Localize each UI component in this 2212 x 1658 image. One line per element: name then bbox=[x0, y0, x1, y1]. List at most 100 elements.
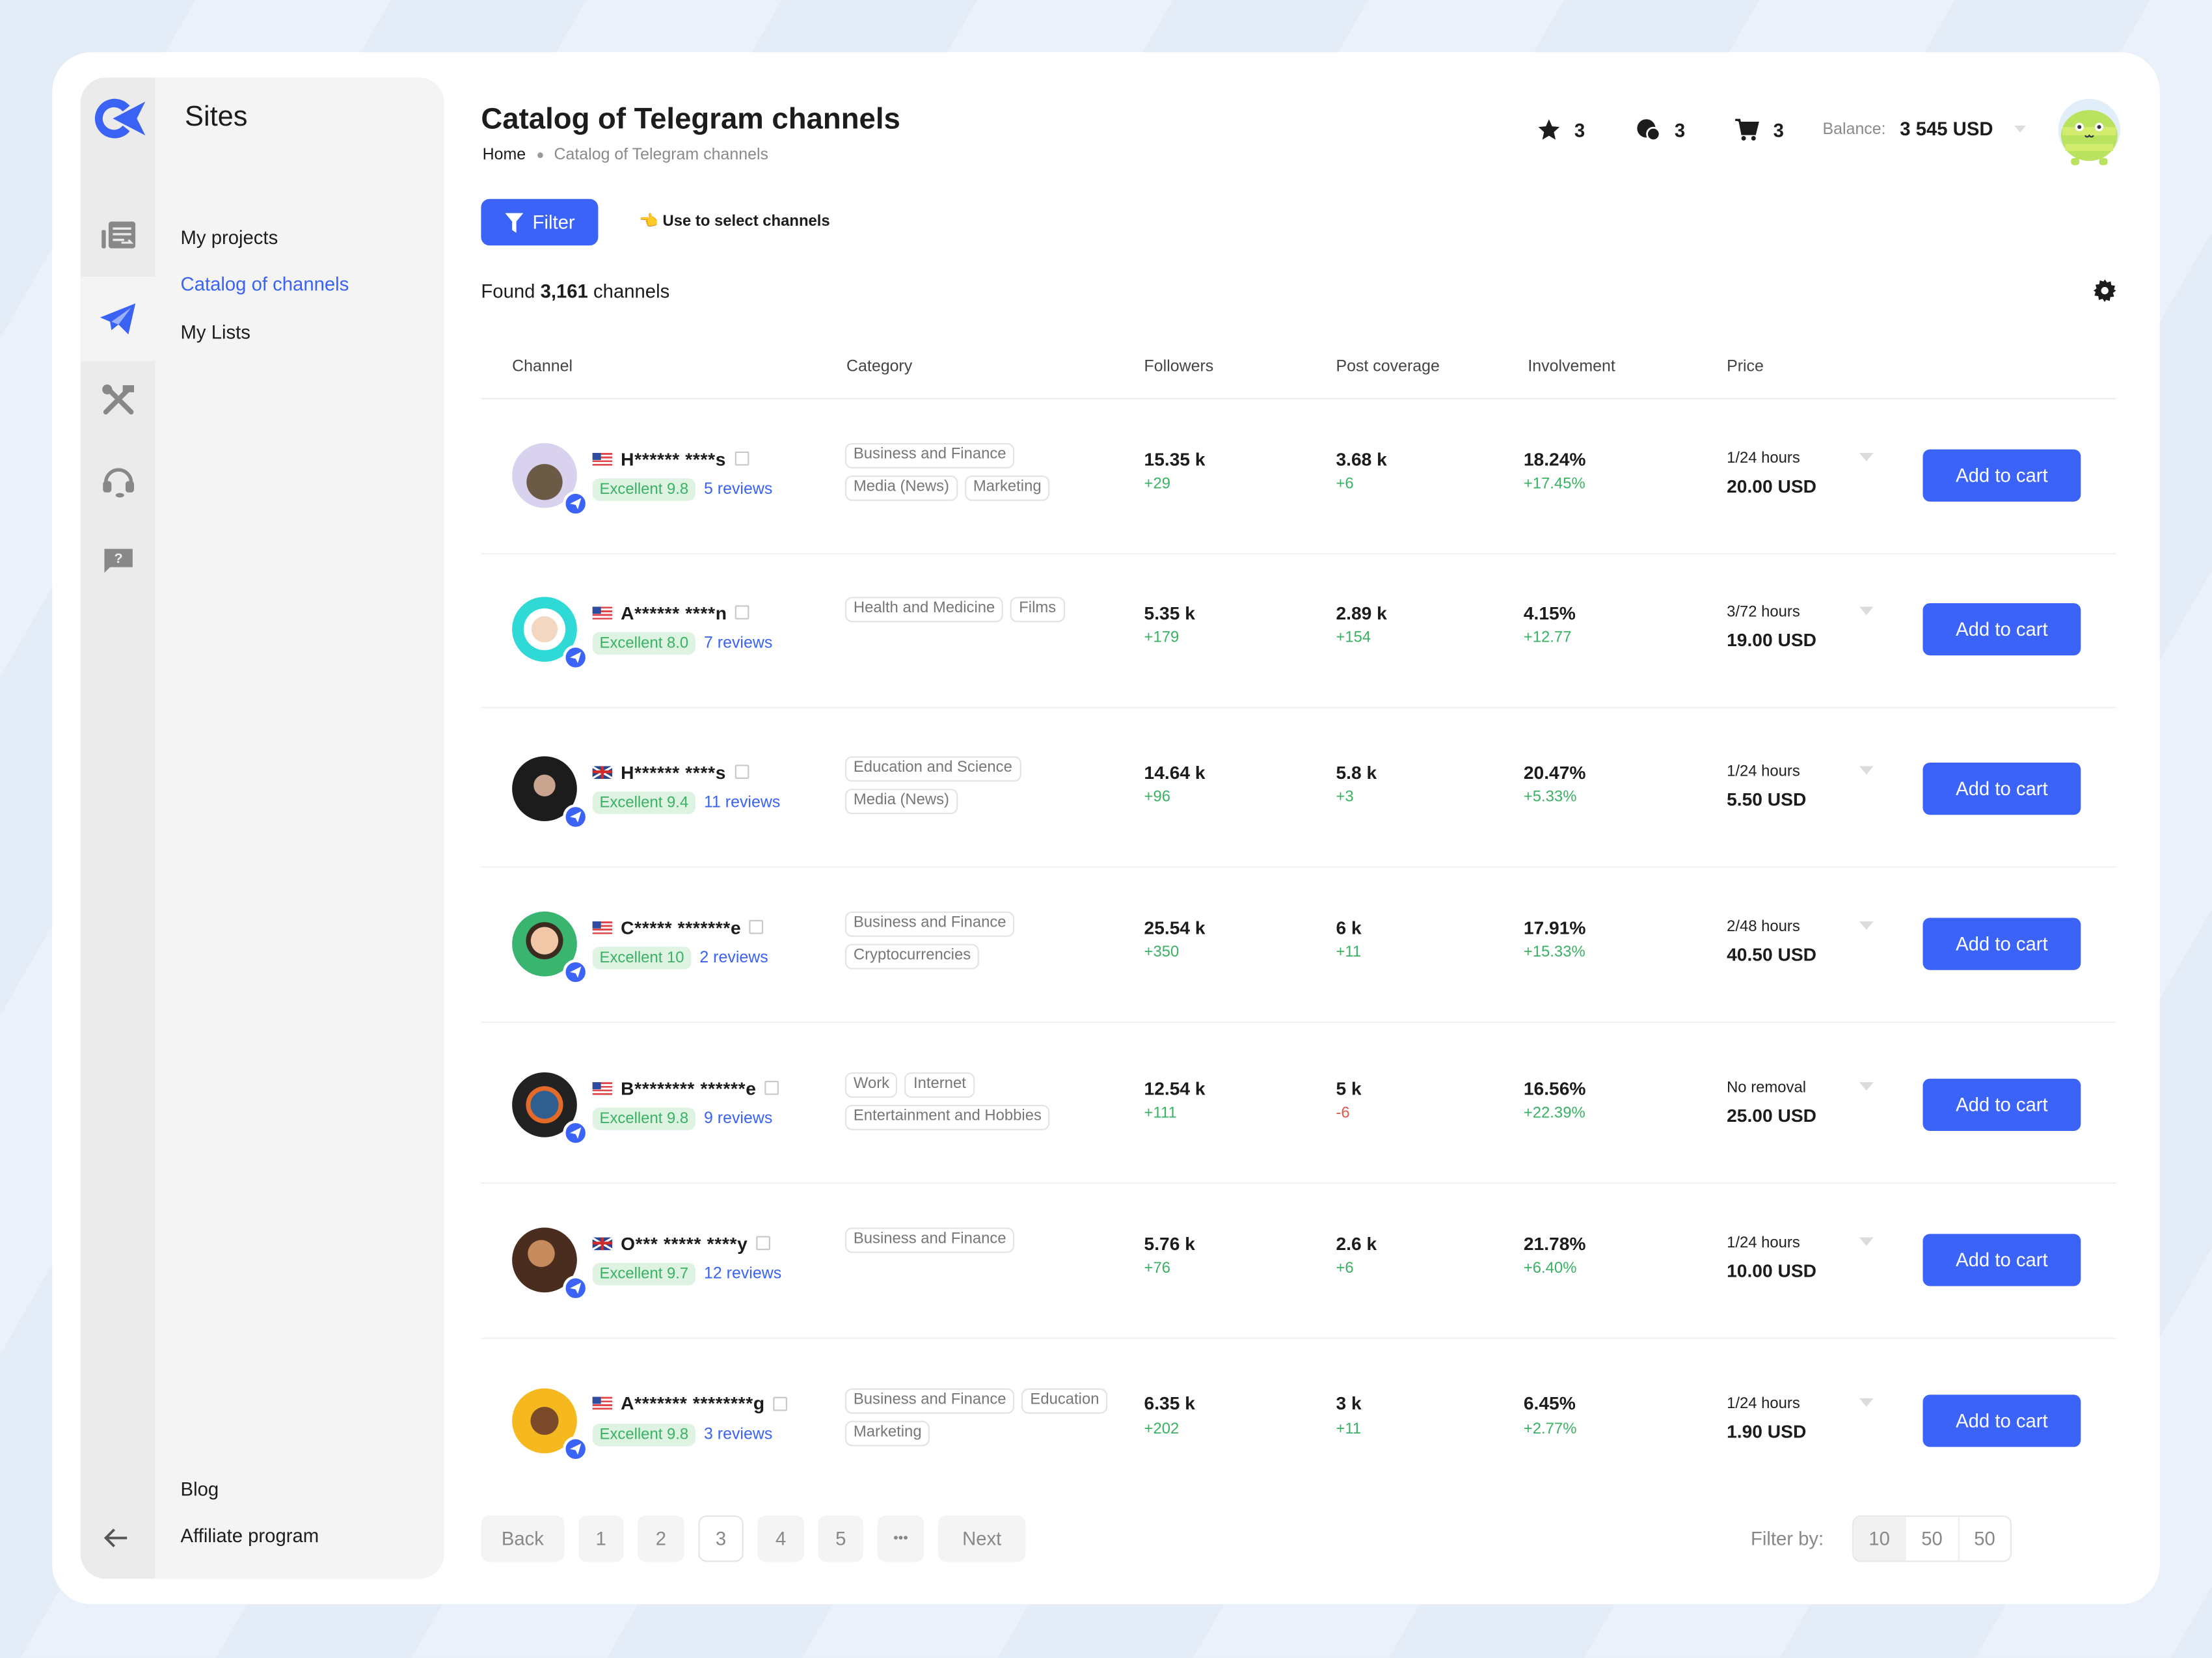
pagination-back[interactable]: Back bbox=[481, 1515, 565, 1562]
channel-name[interactable]: A****** ****n bbox=[621, 601, 727, 623]
pagination-next[interactable]: Next bbox=[937, 1515, 1026, 1562]
category-tag[interactable]: Media (News) bbox=[844, 475, 958, 501]
user-avatar[interactable] bbox=[2053, 96, 2126, 169]
add-to-cart-button[interactable]: Add to cart bbox=[1922, 1078, 2081, 1131]
category-list: Health and Medicine Films bbox=[844, 597, 1113, 662]
price-value: 25.00 USD bbox=[1727, 1104, 1816, 1126]
add-to-cart-button[interactable]: Add to cart bbox=[1922, 1394, 2081, 1447]
projects-icon[interactable] bbox=[81, 208, 155, 264]
reviews-link[interactable]: 11 reviews bbox=[703, 794, 781, 811]
filter-button[interactable]: Filter bbox=[481, 198, 599, 246]
nav-catalog-of-channels[interactable]: Catalog of channels bbox=[180, 273, 349, 295]
followers-value: 5.35 k bbox=[1144, 601, 1195, 623]
reviews-link[interactable]: 3 reviews bbox=[703, 1426, 773, 1443]
column-header-price[interactable]: Price bbox=[1727, 358, 1764, 375]
category-tag[interactable]: Marketing bbox=[844, 1420, 930, 1446]
pagination-page-2[interactable]: 2 bbox=[638, 1515, 684, 1562]
pagination-ellipsis[interactable]: ••• bbox=[877, 1515, 924, 1562]
price-select[interactable]: 1/24 hours 20.00 USD bbox=[1727, 444, 1882, 506]
channel-name[interactable]: A******* ********g bbox=[621, 1393, 765, 1414]
pagination-page-5[interactable]: 5 bbox=[818, 1515, 864, 1562]
category-tag[interactable]: Marketing bbox=[964, 475, 1050, 501]
category-tag[interactable]: Business and Finance bbox=[844, 1227, 1015, 1253]
column-header-channel[interactable]: Channel bbox=[512, 358, 573, 375]
nav-my-projects[interactable]: My projects bbox=[180, 227, 278, 249]
cart-counter[interactable]: 3 bbox=[1735, 118, 1784, 141]
category-tag[interactable]: Business and Finance bbox=[844, 911, 1015, 937]
nav-affiliate-program[interactable]: Affiliate program bbox=[180, 1525, 319, 1547]
external-link-icon[interactable] bbox=[773, 1396, 788, 1411]
column-header-post-coverage[interactable]: Post coverage bbox=[1336, 358, 1440, 375]
column-header-category[interactable]: Category bbox=[846, 358, 913, 375]
pagination-page-4[interactable]: 4 bbox=[757, 1515, 804, 1562]
add-to-cart-button[interactable]: Add to cart bbox=[1922, 763, 2081, 815]
reviews-link[interactable]: 5 reviews bbox=[703, 481, 773, 498]
gear-icon[interactable] bbox=[2093, 279, 2116, 309]
chevron-down-icon bbox=[1859, 921, 1874, 930]
nav-my-lists[interactable]: My Lists bbox=[180, 321, 250, 343]
tools-icon[interactable] bbox=[81, 371, 155, 428]
price-select[interactable]: 2/48 hours 40.50 USD bbox=[1727, 913, 1882, 975]
category-tag[interactable]: Education and Science bbox=[844, 756, 1021, 782]
collapse-arrow-icon[interactable] bbox=[101, 1524, 129, 1559]
category-tag[interactable]: Health and Medicine bbox=[844, 597, 1004, 623]
category-tag[interactable]: Education bbox=[1021, 1387, 1108, 1413]
category-tag[interactable]: Work bbox=[844, 1072, 898, 1098]
category-tag[interactable]: Internet bbox=[904, 1072, 975, 1098]
header-divider bbox=[481, 398, 2116, 400]
help-chat-icon[interactable]: ? bbox=[81, 532, 155, 588]
add-to-cart-button[interactable]: Add to cart bbox=[1922, 603, 2081, 656]
category-tag[interactable]: Business and Finance bbox=[844, 442, 1015, 469]
found-prefix: Found bbox=[481, 280, 535, 303]
pagination-page-1[interactable]: 1 bbox=[578, 1515, 624, 1562]
price-select[interactable]: 1/24 hours 10.00 USD bbox=[1727, 1229, 1882, 1291]
favorites-counter[interactable]: 3 bbox=[1538, 118, 1585, 141]
channel-name[interactable]: B******** ******e bbox=[621, 1077, 757, 1099]
reviews-link[interactable]: 7 reviews bbox=[703, 634, 773, 652]
rating-badge: Excellent 9.4 bbox=[592, 791, 695, 815]
us-flag-icon bbox=[592, 1396, 613, 1410]
add-to-cart-button[interactable]: Add to cart bbox=[1922, 1234, 2081, 1286]
price-select[interactable]: 1/24 hours 5.50 USD bbox=[1727, 757, 1882, 819]
category-tag[interactable]: Films bbox=[1010, 597, 1065, 623]
channel-name[interactable]: H****** ****s bbox=[621, 448, 727, 469]
coverage-cell: 6 k +11 bbox=[1336, 913, 1361, 975]
external-link-icon[interactable] bbox=[735, 451, 749, 466]
breadcrumb-home[interactable]: Home bbox=[482, 146, 526, 164]
price-select[interactable]: No removal 25.00 USD bbox=[1727, 1074, 1882, 1135]
logo-icon[interactable] bbox=[93, 96, 146, 148]
page-size-option[interactable]: 10 bbox=[1854, 1516, 1906, 1561]
messages-counter[interactable]: 3 bbox=[1636, 118, 1685, 141]
page-size-option[interactable]: 50 bbox=[1905, 1516, 1958, 1561]
reviews-link[interactable]: 12 reviews bbox=[703, 1266, 782, 1283]
category-tag[interactable]: Media (News) bbox=[844, 789, 958, 815]
add-to-cart-button[interactable]: Add to cart bbox=[1922, 917, 2081, 970]
involvement-delta: +22.39% bbox=[1523, 1104, 1585, 1122]
add-to-cart-button[interactable]: Add to cart bbox=[1922, 449, 2081, 502]
telegram-icon[interactable] bbox=[80, 277, 155, 362]
channel-name[interactable]: O*** ***** ****y bbox=[621, 1232, 748, 1254]
pagination-page-3[interactable]: 3 bbox=[698, 1515, 744, 1562]
telegram-badge-icon bbox=[563, 804, 589, 830]
external-link-icon[interactable] bbox=[764, 1080, 779, 1095]
category-tag[interactable]: Cryptocurrencies bbox=[844, 944, 980, 970]
category-tag[interactable]: Business and Finance bbox=[844, 1387, 1015, 1413]
column-header-followers[interactable]: Followers bbox=[1144, 358, 1214, 375]
category-tag[interactable]: Entertainment and Hobbies bbox=[844, 1104, 1050, 1130]
page-size-option[interactable]: 50 bbox=[1957, 1516, 2010, 1561]
external-link-icon[interactable] bbox=[756, 1236, 771, 1251]
channel-name[interactable]: C***** *******e bbox=[621, 916, 742, 938]
channel-info: C***** *******e Excellent 10 2 reviews bbox=[592, 913, 833, 975]
column-header-involvement[interactable]: Involvement bbox=[1528, 358, 1615, 375]
external-link-icon[interactable] bbox=[735, 605, 750, 619]
external-link-icon[interactable] bbox=[749, 919, 764, 934]
nav-blog[interactable]: Blog bbox=[180, 1478, 219, 1500]
external-link-icon[interactable] bbox=[735, 765, 749, 779]
price-select[interactable]: 1/24 hours 1.90 USD bbox=[1727, 1389, 1882, 1451]
channel-name[interactable]: H****** ****s bbox=[621, 761, 727, 783]
support-headset-icon[interactable] bbox=[81, 453, 155, 510]
reviews-link[interactable]: 2 reviews bbox=[699, 949, 768, 967]
price-select[interactable]: 3/72 hours 19.00 USD bbox=[1727, 598, 1882, 660]
reviews-link[interactable]: 9 reviews bbox=[703, 1110, 773, 1128]
balance-dropdown[interactable]: Balance: 3 545 USD bbox=[1823, 118, 2026, 140]
